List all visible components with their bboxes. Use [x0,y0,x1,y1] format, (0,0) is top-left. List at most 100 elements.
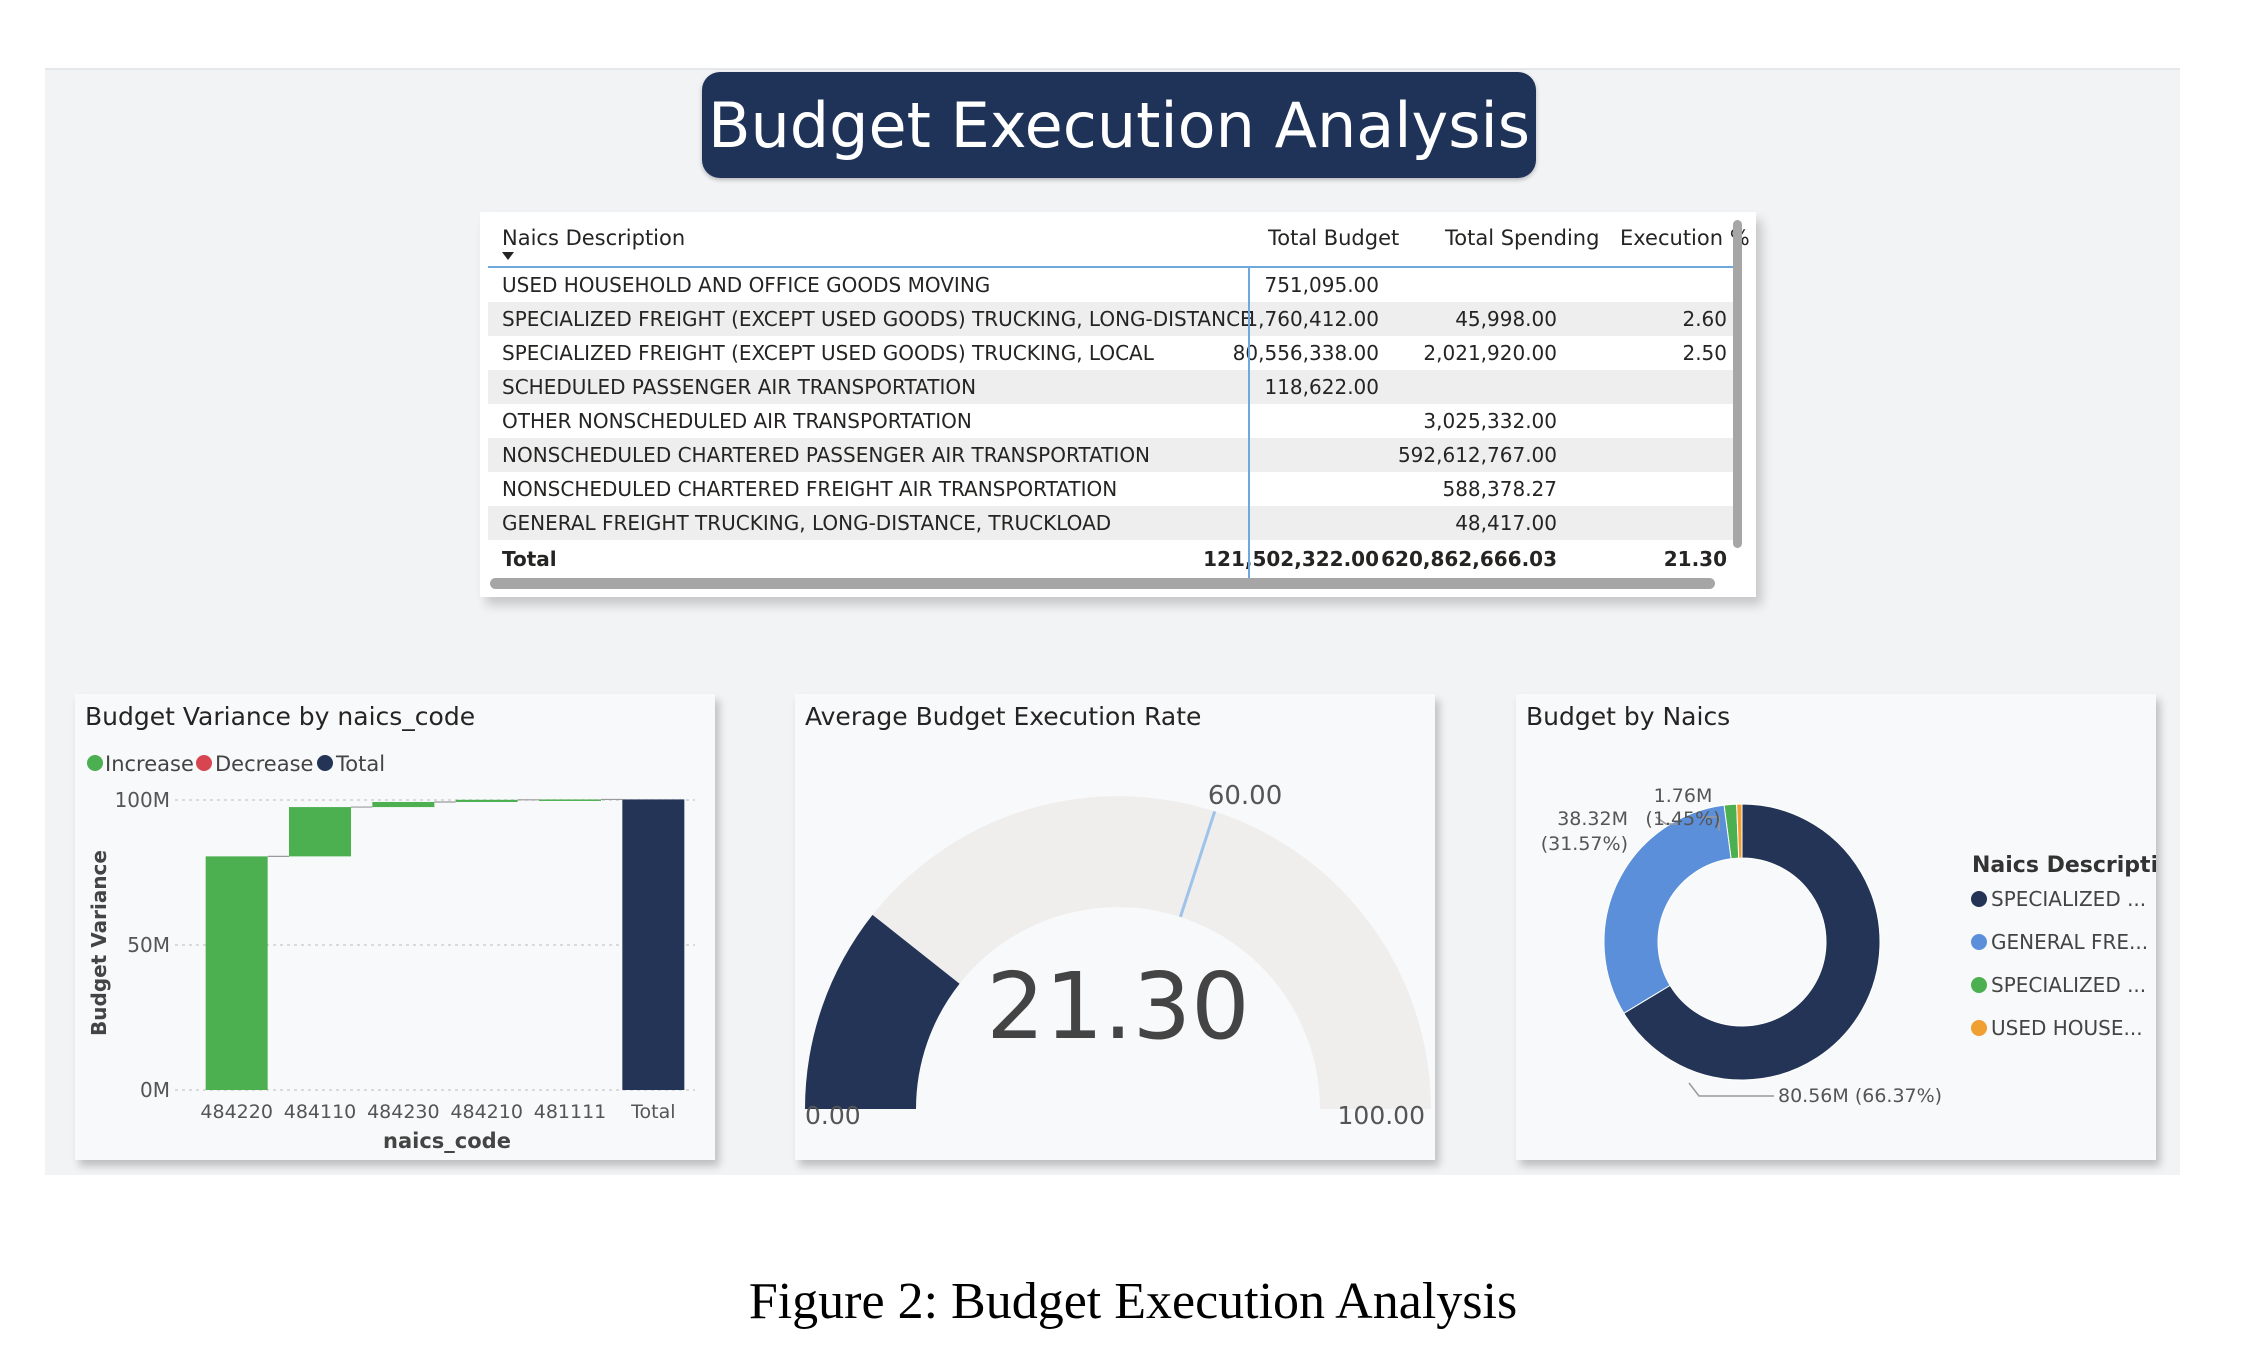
table-total-row: Total 121,502,322.00 620,862,666.03 21.3… [488,542,1741,576]
legend-marker [1971,934,1987,950]
cell-description: SPECIALIZED FREIGHT (EXCEPT USED GOODS) … [502,341,1154,365]
x-tick-label: 484110 [284,1101,357,1123]
donut-chart-card[interactable]: Budget by Naics 38.32M (31.57%) 1.76M (1… [1516,694,2156,1160]
legend-item-label[interactable]: USED HOUSE... [1991,1016,2143,1040]
sort-descending-icon[interactable] [502,252,514,260]
legend-item-label[interactable]: GENERAL FRE... [1991,930,2148,954]
slice-label-specialized-long-value: 1.76M [1654,785,1713,807]
budget-table[interactable]: Naics Description Total Budget Total Spe… [480,212,1756,597]
legend-increase-marker [87,755,103,771]
cell-description: NONSCHEDULED CHARTERED PASSENGER AIR TRA… [502,443,1151,467]
legend-marker [1971,1020,1987,1036]
leader-line-specialized-long [1702,816,1720,831]
table-header: Naics Description Total Budget Total Spe… [488,212,1750,268]
donut-slice-0[interactable] [1623,803,1881,1081]
waterfall-chart-card[interactable]: Budget Variance by naics_code Increase D… [75,694,715,1160]
x-axis-title: naics_code [383,1129,511,1153]
cell-total-budget: 1,760,412.00 [1245,307,1379,331]
slice-label-specialized-local: 80.56M (66.37%) [1778,1085,1942,1107]
gauge-value-arc [805,914,960,1109]
cell-description: OTHER NONSCHEDULED AIR TRANSPORTATION [502,409,972,433]
gauge-track [805,796,1431,1109]
gauge-max-label: 100.00 [1338,1101,1425,1130]
cell-total-spending: 592,612,767.00 [1397,443,1557,467]
gauge-value: 21.30 [986,953,1249,1060]
waterfall-bar-484220[interactable] [205,856,268,1090]
gauge-chart: 60.00 21.30 0.00 100.00 [805,781,1431,1130]
col-header-total-budget[interactable]: Total Budget [1268,226,1400,250]
x-tick-label: 484210 [450,1101,523,1123]
cell-total-spending-sum: 620,862,666.03 [1381,547,1557,571]
dashboard-title: Budget Execution Analysis [702,72,1536,178]
col-header-execution-pct[interactable]: Execution % [1620,226,1750,250]
waterfall-bar-Total[interactable] [622,799,685,1090]
table-row[interactable]: GENERAL FREIGHT TRUCKING, LONG-DISTANCE,… [488,506,1741,540]
x-tick-label: 484230 [367,1101,440,1123]
donut-slice-1[interactable] [1603,804,1732,1014]
legend-marker [1971,891,1987,907]
x-tick-label: 484220 [200,1101,273,1123]
cell-description: NONSCHEDULED CHARTERED FREIGHT AIR TRANS… [502,477,1118,501]
table-row[interactable]: SPECIALIZED FREIGHT (EXCEPT USED GOODS) … [488,302,1741,336]
slice-label-general-value: 38.32M [1557,808,1628,830]
waterfall-bar-484110[interactable] [289,807,351,857]
cell-description: GENERAL FREIGHT TRUCKING, LONG-DISTANCE,… [502,511,1112,535]
horizontal-scrollbar[interactable] [490,578,1715,589]
x-tick-label: 481111 [534,1101,607,1123]
cell-total-spending: 48,417.00 [1455,511,1557,535]
cell-total-budget: 118,622.00 [1264,375,1379,399]
cell-description: USED HOUSEHOLD AND OFFICE GOODS MOVING [502,273,991,297]
y-axis-title: Budget Variance [87,850,111,1036]
waterfall-bar-481111[interactable] [539,799,601,801]
column-divider [1248,266,1250,586]
cell-total-spending: 2,021,920.00 [1423,341,1557,365]
slice-label-specialized-long-pct: (1.45%) [1645,808,1720,830]
legend-marker [1971,977,1987,993]
y-tick-label: 100M [115,788,170,812]
y-tick-label: 0M [140,1078,170,1102]
waterfall-bar-484230[interactable] [372,801,435,808]
gauge-target-label: 60.00 [1208,781,1282,811]
cell-total-label: Total [502,547,557,571]
donut-slice-3[interactable] [1736,803,1743,859]
vertical-scrollbar[interactable] [1733,220,1742,548]
cell-total-spending: 3,025,332.00 [1423,409,1557,433]
legend-item-label[interactable]: SPECIALIZED ... [1991,887,2146,911]
gauge-min-label: 0.00 [805,1101,861,1130]
donut-legend-title: Naics Description [1972,853,2156,878]
cell-execution-pct-total: 21.30 [1663,547,1727,571]
waterfall-chart-title: Budget Variance by naics_code [85,702,476,731]
cell-total-budget: 751,095.00 [1264,273,1379,297]
slice-label-general-pct: (31.57%) [1541,833,1628,855]
waterfall-bar-484210[interactable] [455,799,518,802]
col-header-naics-description[interactable]: Naics Description [502,226,686,250]
legend-total-label: Total [335,752,385,776]
legend-increase-label: Increase [105,752,194,776]
table-row[interactable]: NONSCHEDULED CHARTERED PASSENGER AIR TRA… [488,438,1741,472]
legend-total-marker [317,755,333,771]
legend-decrease-label: Decrease [215,752,313,776]
figure-caption: Figure 2: Budget Execution Analysis [748,1273,1518,1330]
gauge-chart-card[interactable]: Average Budget Execution Rate 60.00 21.3… [795,694,1435,1160]
legend-decrease-marker [196,755,212,771]
cell-total-budget-sum: 121,502,322.00 [1203,547,1379,571]
table-row[interactable]: SCHEDULED PASSENGER AIR TRANSPORTATION 1… [488,370,1741,404]
waterfall-chart: Increase Decrease Total Budget Variance … [87,752,695,1153]
cell-total-spending: 45,998.00 [1455,307,1557,331]
table-row[interactable]: SPECIALIZED FREIGHT (EXCEPT USED GOODS) … [488,336,1741,370]
donut-chart: 38.32M (31.57%) 1.76M (1.45%) 80.56M (66… [1541,785,2156,1107]
cell-total-spending: 588,378.27 [1442,477,1557,501]
col-header-total-spending[interactable]: Total Spending [1445,226,1600,250]
table-row[interactable]: USED HOUSEHOLD AND OFFICE GOODS MOVING 7… [488,268,1741,302]
table-row[interactable]: OTHER NONSCHEDULED AIR TRANSPORTATION 3,… [488,404,1741,438]
legend-item-label[interactable]: SPECIALIZED ... [1991,973,2146,997]
table-row[interactable]: NONSCHEDULED CHARTERED FREIGHT AIR TRANS… [488,472,1741,506]
x-tick-label: Total [630,1101,675,1123]
gauge-target-line [1178,810,1217,918]
cell-description: SCHEDULED PASSENGER AIR TRANSPORTATION [502,375,977,399]
leader-line-specialized-local [1688,1082,1774,1097]
gauge-chart-title: Average Budget Execution Rate [805,702,1202,731]
cell-description: SPECIALIZED FREIGHT (EXCEPT USED GOODS) … [502,307,1253,331]
donut-chart-title: Budget by Naics [1526,702,1731,731]
dashboard-top-border [45,68,2180,71]
